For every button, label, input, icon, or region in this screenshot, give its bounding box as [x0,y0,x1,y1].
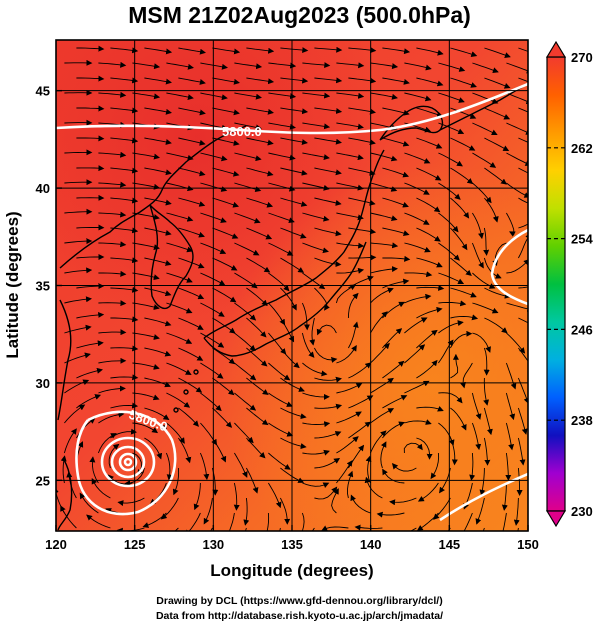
grid-lines [56,40,528,531]
chart-title: MSM 21Z02Aug2023 (500.0hPa) [128,2,471,28]
y-tick-label: 40 [36,181,50,196]
x-tick-label: 145 [438,537,460,552]
y-axis-ticks: 25 30 35 40 45 [36,84,62,488]
colorbar-tick-label: 254 [571,232,593,247]
colorbar-bottom-arrow [545,510,567,528]
contour-label: 5800.0 [222,124,262,139]
colorbar-ticks: 270 262 254 246 238 230 [547,50,593,519]
colorbar-tick-label: 246 [571,322,593,337]
x-tick-label: 125 [124,537,146,552]
colorbar-tick-label: 262 [571,141,593,156]
credit-data: Data from http://database.rish.kyoto-u.a… [155,610,444,622]
x-tick-label: 120 [45,537,67,552]
x-tick-label: 150 [517,537,539,552]
colorbar-top-arrow [545,40,567,58]
colorbar-tick-label: 270 [571,50,593,65]
colorbar-scale [546,56,566,512]
colorbar-tick-label: 230 [571,504,593,519]
temperature-field: 5800.0 5800.0 [56,40,528,531]
credit-drawing: Drawing by DCL (https://www.gfd-dennou.o… [156,595,443,607]
y-tick-label: 30 [36,376,50,391]
x-tick-label: 140 [360,537,382,552]
geopotential-contours [56,82,528,522]
y-axis-label: Latitude (degrees) [3,211,22,358]
x-tick-label: 135 [281,537,303,552]
x-tick-label: 130 [202,537,224,552]
x-axis-ticks: 120 125 130 135 140 145 150 [45,525,539,552]
colorbar: 270 262 254 246 238 230 [545,40,593,528]
x-axis-label: Longitude (degrees) [210,561,373,580]
colorbar-tick-label: 238 [571,413,593,428]
y-tick-label: 45 [36,84,50,99]
y-tick-label: 25 [36,473,50,488]
y-tick-label: 35 [36,279,50,294]
